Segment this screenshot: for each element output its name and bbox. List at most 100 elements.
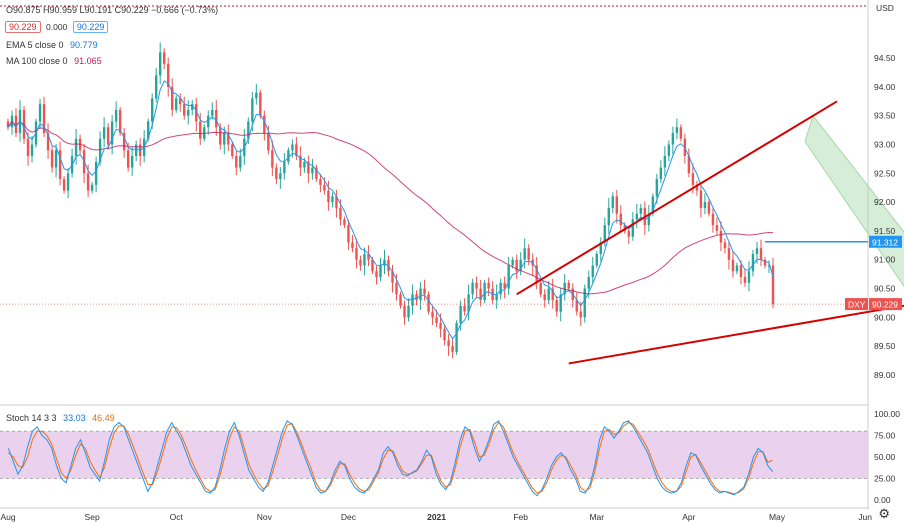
candle-body	[475, 282, 478, 289]
candle-body	[255, 92, 258, 99]
candle-body	[483, 282, 486, 301]
stoch-legend[interactable]: Stoch 14 3 3 33.03 46.49	[6, 413, 115, 423]
price-tick-label: 94.50	[874, 53, 896, 63]
candle-body	[58, 150, 62, 180]
candle-body	[763, 259, 767, 266]
candles-group	[6, 42, 775, 359]
candle-body	[527, 248, 530, 260]
candle-body	[675, 127, 679, 133]
stoch-k-value: 33.03	[63, 413, 86, 423]
candle-body	[175, 98, 178, 110]
candle-body	[535, 265, 538, 283]
candle-body	[167, 63, 170, 87]
price-tick-label: 91.50	[874, 226, 896, 236]
buy-price-box[interactable]: 90.229	[72, 21, 109, 33]
candle-body	[551, 288, 554, 301]
candle-body	[655, 179, 659, 197]
candle-body	[271, 150, 274, 168]
time-tick-label: Jun	[858, 512, 872, 522]
candle-body	[199, 121, 202, 139]
stoch-axis[interactable]: 100.00 75.00 50.00 25.00 0.00	[874, 409, 900, 505]
candle-body	[150, 98, 154, 122]
candle-body	[291, 144, 294, 151]
candle-body	[507, 265, 510, 289]
candle-body	[687, 156, 691, 174]
stoch-title: Stoch 14 3 3	[6, 413, 57, 423]
candle-body	[619, 213, 623, 226]
candle-body	[399, 294, 402, 306]
candle-body	[279, 173, 282, 180]
candle-body	[54, 150, 58, 168]
candle-body	[311, 167, 314, 174]
candle-body	[187, 109, 190, 116]
time-axis[interactable]: Aug Sep Oct Nov Dec 2021 Feb Mar Apr May Jun	[0, 512, 872, 522]
candle-body	[499, 282, 502, 295]
candle-body	[539, 282, 542, 295]
stoch-tick-label: 50.00	[874, 452, 896, 462]
candle-body	[667, 144, 671, 157]
candle-body	[263, 115, 266, 133]
time-tick-label: Aug	[0, 512, 15, 522]
price-tick-label: 92.50	[874, 168, 896, 178]
ma-legend[interactable]: MA 100 close 0 91.065	[6, 56, 102, 66]
candle-body	[287, 150, 290, 162]
candle-body	[703, 202, 707, 208]
ema-legend[interactable]: EMA 5 close 0 90.779	[6, 40, 98, 50]
candle-body	[607, 207, 610, 226]
candle-body	[154, 75, 158, 99]
candle-body	[163, 52, 166, 64]
candle-body	[691, 173, 695, 185]
stoch-d-value: 46.49	[92, 413, 115, 423]
candle-body	[158, 52, 162, 76]
candle-body	[387, 259, 390, 272]
candle-body	[751, 253, 755, 272]
candle-body	[583, 288, 586, 318]
candle-body	[223, 132, 226, 145]
candle-body	[563, 282, 566, 295]
candle-body	[671, 132, 675, 145]
time-tick-label: Mar	[589, 512, 604, 522]
candle-body	[759, 248, 763, 260]
candle-body	[543, 294, 546, 301]
candle-body	[134, 144, 138, 157]
candle-body	[503, 282, 506, 289]
currency-label: USD	[876, 3, 894, 13]
sell-price-box[interactable]: 90.229	[5, 21, 41, 33]
candle-body	[62, 179, 66, 191]
candle-body	[227, 132, 230, 145]
candle-body	[355, 248, 358, 260]
candle-body	[611, 196, 614, 208]
candle-body	[179, 98, 182, 105]
trend-line	[568, 304, 904, 365]
price-tick-label: 93.00	[874, 140, 896, 150]
candle-body	[98, 138, 102, 162]
price-axis[interactable]: 94.50 94.00 93.50 93.00 92.50 92.00 91.50 91.00…	[874, 3, 896, 380]
price-tick-label: 94.00	[874, 82, 896, 92]
candle-body	[731, 259, 735, 272]
settings-gear-icon[interactable]: ⚙	[878, 506, 890, 521]
candle-body	[463, 305, 466, 312]
candle-body	[110, 121, 114, 145]
candle-body	[231, 144, 234, 157]
candle-body	[395, 282, 398, 295]
stoch-band-group	[0, 430, 868, 479]
ema-label: EMA 5 close 0	[6, 40, 64, 50]
candle-body	[295, 144, 298, 157]
candle-body	[383, 259, 386, 266]
symbol-badge	[845, 298, 868, 311]
candle-body	[114, 109, 118, 122]
candle-body	[171, 86, 174, 110]
candle-body	[451, 346, 454, 352]
candle-body	[351, 242, 354, 249]
candle-body	[719, 230, 723, 243]
candle-body	[122, 132, 126, 151]
candle-body	[331, 196, 334, 203]
time-tick-label: 2021	[427, 512, 446, 522]
last-price-badge	[869, 298, 902, 311]
candle-body	[74, 138, 78, 157]
candle-body	[555, 300, 558, 312]
stoch-tick-label: 100.00	[874, 409, 900, 419]
candle-body	[431, 311, 434, 318]
candle-body	[46, 132, 50, 151]
